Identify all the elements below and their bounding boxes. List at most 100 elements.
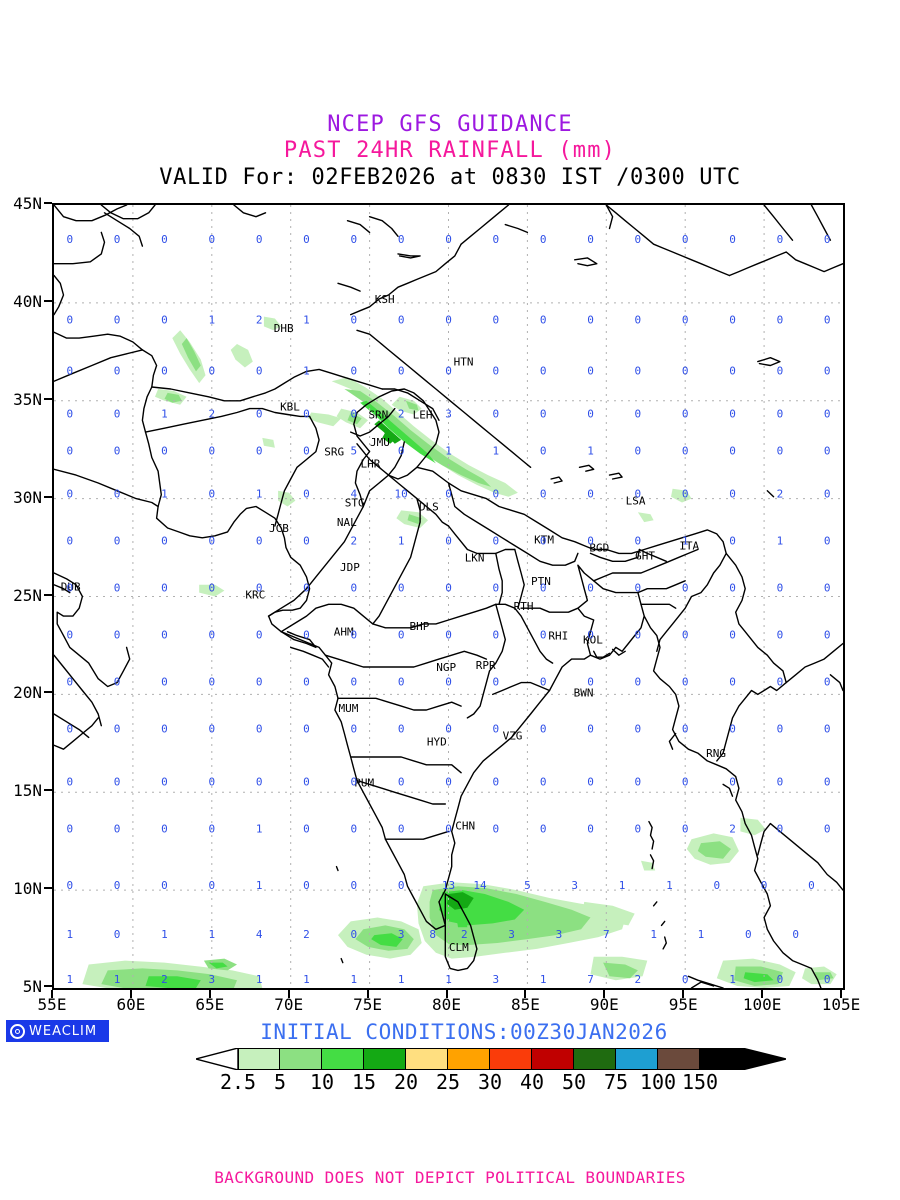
gridpoint-value: 0 (777, 822, 784, 835)
x-axis-label: 60E (116, 995, 146, 1014)
gridpoint-value: 3 (445, 407, 452, 420)
gridpoint-value: 0 (682, 445, 689, 458)
y-axis-tick (44, 985, 52, 987)
city-label: GHT (635, 549, 655, 562)
coastline-border-layer (54, 205, 843, 988)
gridpoint-value: 0 (208, 879, 215, 892)
gridpoint-value: 0 (777, 723, 784, 736)
gridpoint-value: 0 (729, 676, 736, 689)
gridpoint-value: 0 (493, 233, 500, 246)
gridpoint-value: 0 (398, 313, 405, 326)
gridpoint-value: 0 (208, 822, 215, 835)
gridpoint-value: 2 (161, 973, 168, 986)
gridpoint-value: 3 (508, 928, 515, 941)
gridpoint-value: 14 (473, 879, 487, 892)
gridpoint-value: 0 (114, 928, 121, 941)
gridpoint-value: 0 (114, 629, 121, 642)
colorbar-swatch (700, 1048, 742, 1070)
colorbar-label: 2.5 (219, 1070, 257, 1094)
x-axis-tick (840, 990, 842, 998)
gridpoint-value: 4 (256, 928, 263, 941)
gridpoint-value: 0 (824, 973, 831, 986)
map-plot-area[interactable]: KSH DHB HTN KBL SRN LEH SRG JMU LHR LSA STG DLS JCB N… (52, 203, 845, 990)
gridpoint-value: 1 (398, 535, 405, 548)
x-axis-label: 90E (589, 995, 619, 1014)
gridpoint-value: 0 (682, 364, 689, 377)
gridpoint-value: 8 (429, 928, 436, 941)
gridpoint-value: 0 (777, 973, 784, 986)
gridpoint-value: 1 (161, 928, 168, 941)
gridpoint-value: 0 (114, 445, 121, 458)
x-axis-tick (524, 990, 527, 998)
gridpoint-value-layer: 0 0 0 0 0 0 0 0 0 0 0 0 0 0 0 0 00 0 0 1 2 1 0 0 0 0 0 0 0 0 0 0 00 0 0 0 0 1… (66, 233, 830, 986)
gridpoint-value: 0 (256, 535, 263, 548)
gridpoint-value: 0 (824, 488, 831, 501)
gridpoint-value: 0 (824, 723, 831, 736)
x-axis-tick (287, 990, 290, 998)
gridpoint-value: 2 (729, 822, 736, 835)
gridpoint-value: 0 (114, 233, 121, 246)
gridpoint-value: 1 (540, 973, 547, 986)
gridpoint-value: 0 (635, 233, 642, 246)
ring-icon (10, 1023, 25, 1039)
gridpoint-value: 2 (256, 313, 263, 326)
gridpoint-value: 0 (493, 676, 500, 689)
gridpoint-value: 0 (635, 629, 642, 642)
gridpoint-value: 0 (161, 723, 168, 736)
gridpoint-value: 0 (66, 879, 73, 892)
gridpoint-value: 3 (571, 879, 578, 892)
gridpoint-value: 0 (682, 629, 689, 642)
gridpoint-value: 0 (256, 775, 263, 788)
city-label: SRG (324, 446, 344, 459)
x-axis-label: 70E (274, 995, 304, 1014)
city-label: KOL (583, 633, 603, 646)
gridpoint-value: 0 (540, 445, 547, 458)
gridpoint-value: 1 (161, 407, 168, 420)
gridpoint-value: 3 (556, 928, 563, 941)
city-label: LEH (413, 408, 433, 421)
gridpoint-value: 0 (493, 822, 500, 835)
gridpoint-value: 0 (351, 723, 358, 736)
gridpoint-value: 1 (161, 488, 168, 501)
gridpoint-value: 10 (395, 488, 408, 501)
colorbar-label: 25 (435, 1070, 461, 1094)
rainfall-map-svg: KSH DHB HTN KBL SRN LEH SRG JMU LHR LSA STG DLS JCB N… (54, 205, 843, 988)
gridpoint-value: 0 (729, 629, 736, 642)
gridpoint-value: 3 (398, 928, 405, 941)
gridpoint-value: 0 (208, 775, 215, 788)
gridpoint-value: 0 (208, 445, 215, 458)
gridpoint-value: 0 (493, 407, 500, 420)
gridpoint-value: 0 (66, 313, 73, 326)
y-axis-label: 35N (13, 389, 42, 409)
gridpoint-value: 0 (114, 582, 121, 595)
gridpoint-value: 0 (540, 775, 547, 788)
initial-conditions-text: INITIAL CONDITIONS:00Z30JAN2026 (260, 1020, 668, 1044)
gridpoint-value: 0 (66, 488, 73, 501)
gridpoint-value: 0 (303, 629, 310, 642)
colorbar-swatch (532, 1048, 574, 1070)
gridpoint-value: 0 (445, 723, 452, 736)
gridpoint-value: 0 (824, 445, 831, 458)
gridpoint-value: 0 (114, 313, 121, 326)
gridpoint-value: 0 (682, 488, 689, 501)
gridpoint-value: 1 (256, 973, 263, 986)
gridpoint-value: 1 (682, 535, 689, 548)
city-label: CLM (449, 941, 469, 954)
gridpoint-value: 0 (398, 822, 405, 835)
gridpoint-value: 0 (777, 407, 784, 420)
gridpoint-value: 0 (808, 879, 815, 892)
y-axis-tick (44, 887, 52, 890)
gridpoint-value: 0 (351, 364, 358, 377)
gridpoint-value: 0 (493, 723, 500, 736)
gridpoint-value: 0 (303, 407, 310, 420)
weaclim-logo[interactable]: WEACLIM (6, 1020, 109, 1042)
city-label: LSA (626, 494, 646, 507)
city-label: NGP (436, 661, 456, 674)
gridpoint-value: 1 (256, 879, 263, 892)
gridpoint-value: 0 (66, 445, 73, 458)
gridpoint-value: 0 (161, 233, 168, 246)
colorbar-over-arrow (742, 1048, 786, 1070)
city-label: RPR (476, 659, 496, 672)
gridpoint-value: 2 (351, 535, 358, 548)
gridpoint-value: 0 (777, 582, 784, 595)
